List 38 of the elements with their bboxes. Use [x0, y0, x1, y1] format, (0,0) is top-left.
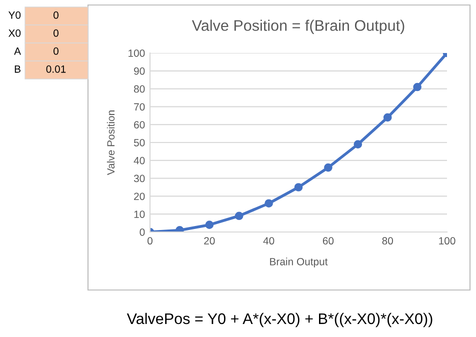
point	[234, 212, 244, 220]
text: B	[14, 66, 20, 73]
text: ValvePos = Y0 + A*(x-X0) + B*((x-X0)*(x-X0))	[126, 312, 432, 328]
x-tick-label: 40	[263, 237, 274, 245]
point	[294, 183, 303, 192]
y-tick-label: 100	[128, 50, 145, 57]
y-tick-label: 0	[140, 228, 145, 236]
text: 0.01	[46, 65, 66, 73]
chart-title: Valve Position = f(Brain Output)	[192, 20, 404, 34]
point	[176, 226, 184, 232]
text: X0	[8, 29, 21, 37]
y-axis-title: Valve Position	[106, 110, 115, 176]
y-tick-label: 50	[134, 139, 145, 146]
point	[324, 163, 332, 172]
point	[413, 82, 422, 92]
y-tick-label: 10	[134, 210, 145, 218]
y-tick-label: 40	[134, 156, 145, 164]
y-tick-label: 70	[134, 103, 145, 111]
x-tick-label: 100	[439, 237, 456, 245]
text: Y0	[8, 11, 21, 19]
x-tick-label: 60	[322, 237, 334, 245]
x-axis-title: Brain Output	[270, 258, 328, 268]
point	[383, 113, 392, 122]
y-tick-label: 60	[134, 121, 145, 128]
text: 0	[54, 11, 58, 19]
point	[354, 140, 362, 148]
y-tick-label: 30	[134, 174, 145, 182]
text: 0	[54, 29, 58, 37]
y-tick-label: 80	[134, 85, 145, 93]
point	[205, 220, 214, 230]
y-tick-label: 90	[134, 67, 145, 75]
point	[264, 199, 273, 208]
text: A	[14, 48, 21, 55]
x-tick-label: 20	[204, 237, 215, 245]
y-tick-label: 20	[134, 192, 145, 200]
x-tick-label: 80	[382, 237, 393, 245]
x-tick-label: 0	[148, 237, 152, 245]
text: 0	[54, 47, 58, 55]
